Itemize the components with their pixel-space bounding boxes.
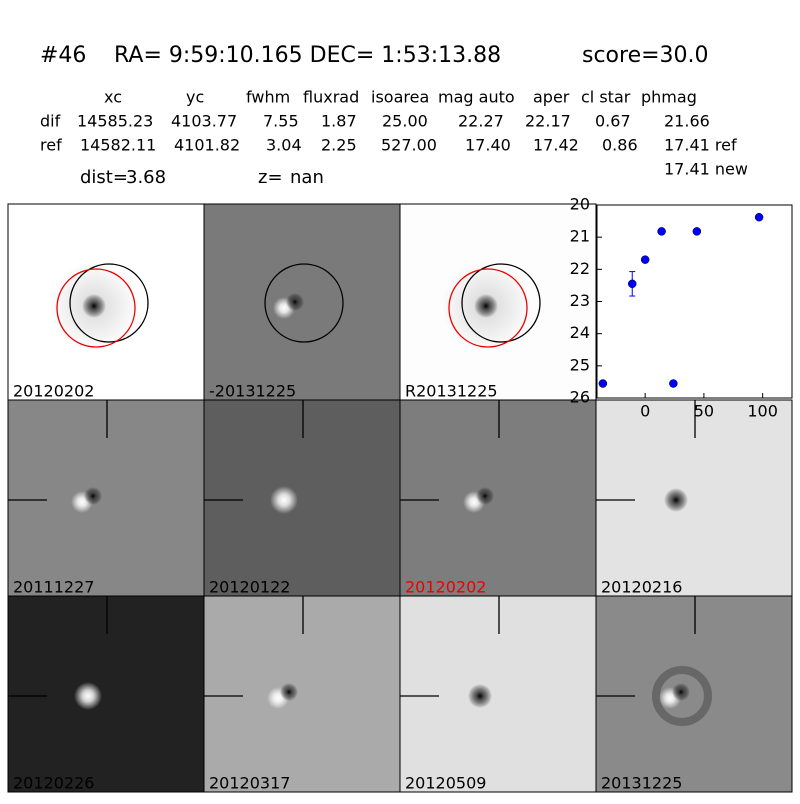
point <box>627 279 637 289</box>
y-tick-label: 23 <box>570 291 590 310</box>
source <box>474 294 498 318</box>
point <box>669 379 678 388</box>
panel-label: 20131225 <box>601 774 682 793</box>
table-cell: 22.17 <box>525 112 571 131</box>
panel-label: R20131225 <box>405 382 498 401</box>
table-cell: 17.41 ref <box>664 136 737 155</box>
residual-ring <box>652 666 712 726</box>
source <box>74 682 102 710</box>
aperture <box>461 263 541 343</box>
point <box>754 212 764 222</box>
panel-label: 20120509 <box>405 774 486 793</box>
x-tick-label: 100 <box>747 402 778 421</box>
coordinates: RA= 9:59:10.165 DEC= 1:53:13.88 <box>114 43 501 68</box>
panel-label: 20120122 <box>209 578 290 597</box>
point <box>640 255 650 264</box>
point <box>692 227 702 236</box>
dist-label: dist= <box>80 167 128 188</box>
cutout-image <box>399 595 597 793</box>
table-cell: 7.55 <box>263 112 299 131</box>
z-label: z= <box>258 167 283 188</box>
cutout-image <box>203 399 401 597</box>
dist-value: 3.68 <box>126 167 166 188</box>
y-tick-label: 22 <box>570 259 590 278</box>
plot-area <box>596 204 793 399</box>
panel-label: 20120202 <box>405 578 486 597</box>
table-cell: 21.66 <box>664 112 710 131</box>
residual-negative <box>672 683 690 701</box>
row-label: ref <box>40 136 62 155</box>
column-header: isoarea <box>371 88 429 107</box>
table-cell: 4101.82 <box>174 136 240 155</box>
column-header: mag auto <box>438 88 515 107</box>
cutout-image <box>595 595 793 793</box>
table-cell: 3.04 <box>266 136 302 155</box>
panel-label: 20111227 <box>13 578 94 597</box>
y-tick-label: 21 <box>570 227 590 246</box>
aperture-ref <box>56 268 136 348</box>
y-tick-label: 20 <box>570 195 590 214</box>
cutout-image <box>203 595 401 793</box>
aperture-ref <box>448 268 528 348</box>
aperture <box>69 263 149 343</box>
table-cell: 527.00 <box>381 136 437 155</box>
table-cell: 25.00 <box>382 112 428 131</box>
candidate-id: #46 <box>40 43 86 68</box>
point <box>598 379 608 388</box>
column-header: fluxrad <box>303 88 359 107</box>
table-cell: 4103.77 <box>171 112 237 131</box>
source <box>664 488 688 512</box>
score: score=30.0 <box>582 43 709 68</box>
panel-label: 20120202 <box>13 382 94 401</box>
column-header: fwhm <box>246 88 290 107</box>
column-header: aper <box>533 88 570 107</box>
panel-label: -20131225 <box>209 382 296 401</box>
z-value: nan <box>290 167 324 188</box>
table-cell: 22.27 <box>458 112 504 131</box>
y-tick-label: 26 <box>570 388 590 407</box>
table-cell: 14585.23 <box>77 112 153 131</box>
cutout-image <box>399 399 597 597</box>
point <box>657 227 666 236</box>
panel-label: 20120317 <box>209 774 290 793</box>
column-header: phmag <box>641 88 697 107</box>
y-tick-label: 24 <box>570 323 590 342</box>
table-cell: 2.25 <box>321 136 357 155</box>
table-cell: 0.67 <box>595 112 631 131</box>
y-tick-label: 25 <box>570 355 590 374</box>
column-header: cl star <box>581 88 631 107</box>
x-tick-label: 50 <box>694 402 714 421</box>
table-cell: 1.87 <box>321 112 357 131</box>
table-cell: 14582.11 <box>80 136 156 155</box>
panel-label: 20120216 <box>601 578 682 597</box>
source <box>82 294 106 318</box>
table-cell: 17.40 <box>465 136 511 155</box>
source <box>468 684 492 708</box>
residual-negative <box>280 683 298 701</box>
column-header: yc <box>186 88 204 107</box>
column-header: xc <box>104 88 122 107</box>
cutout-image <box>7 595 205 793</box>
x-tick-label: 0 <box>640 402 650 421</box>
residual-negative <box>476 487 494 505</box>
phmag-new: 17.41 new <box>664 160 748 179</box>
aperture <box>264 263 344 343</box>
cutout-image <box>595 399 793 597</box>
table-cell: 17.42 <box>533 136 579 155</box>
row-label: dif <box>40 112 61 131</box>
residual-negative <box>84 487 102 505</box>
source <box>270 486 298 514</box>
table-cell: 0.86 <box>602 136 638 155</box>
cutout-image <box>7 399 205 597</box>
residual-negative <box>286 293 304 311</box>
panel-label: 20120226 <box>13 774 94 793</box>
